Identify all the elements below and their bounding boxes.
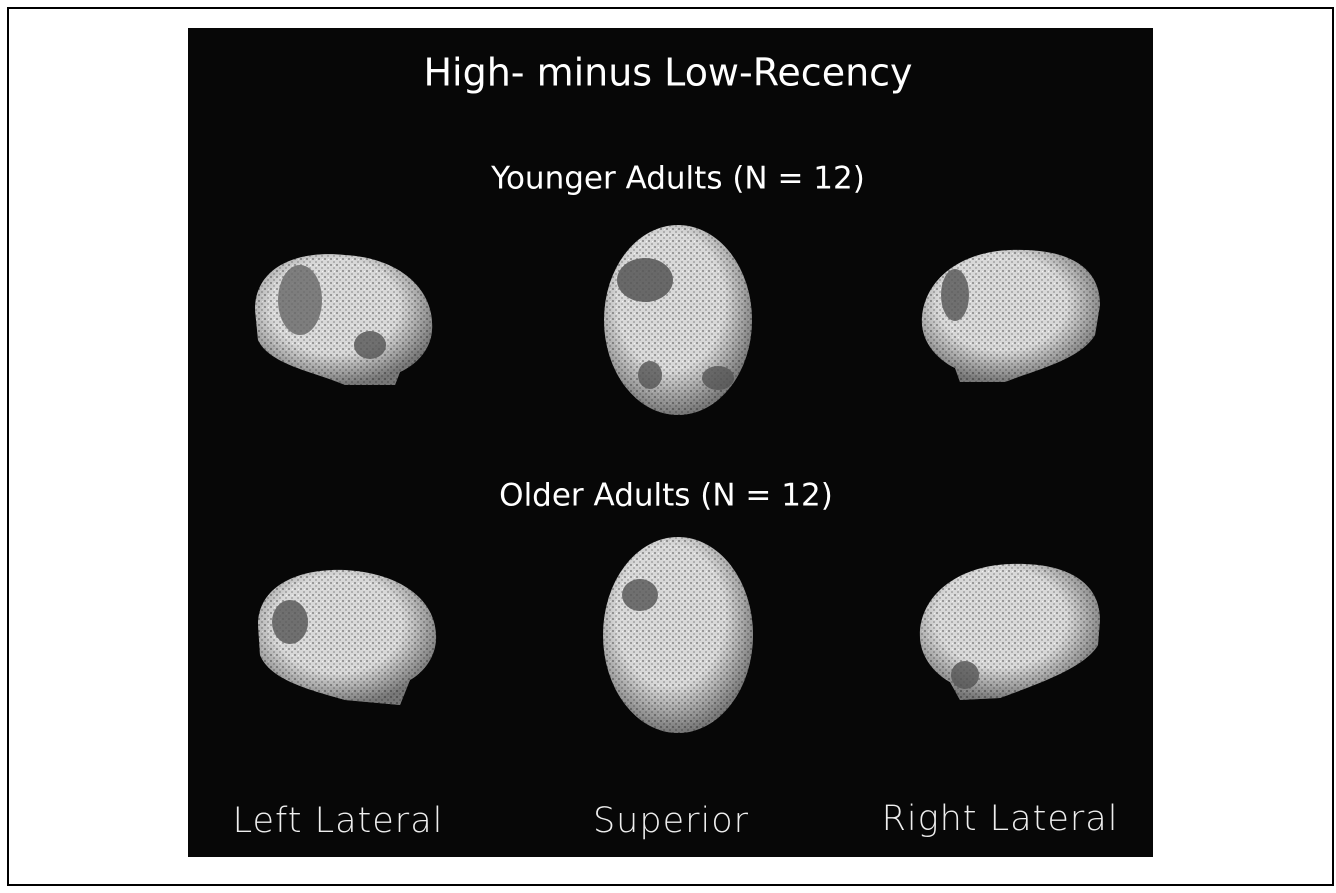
view-label: Left Lateral [233, 801, 444, 841]
view-label: Superior [593, 801, 749, 841]
title: High- minus Low-Recency [423, 51, 912, 95]
view-label: Right Lateral [882, 799, 1119, 839]
group-label: Younger Adults (N = 12) [490, 161, 865, 197]
brain-superior [603, 537, 753, 733]
panel [188, 28, 1153, 857]
brain-superior [604, 225, 752, 415]
figure: High- minus Low-Recency Younger Adults (… [0, 0, 1336, 893]
group-label: Older Adults (N = 12) [499, 478, 833, 514]
